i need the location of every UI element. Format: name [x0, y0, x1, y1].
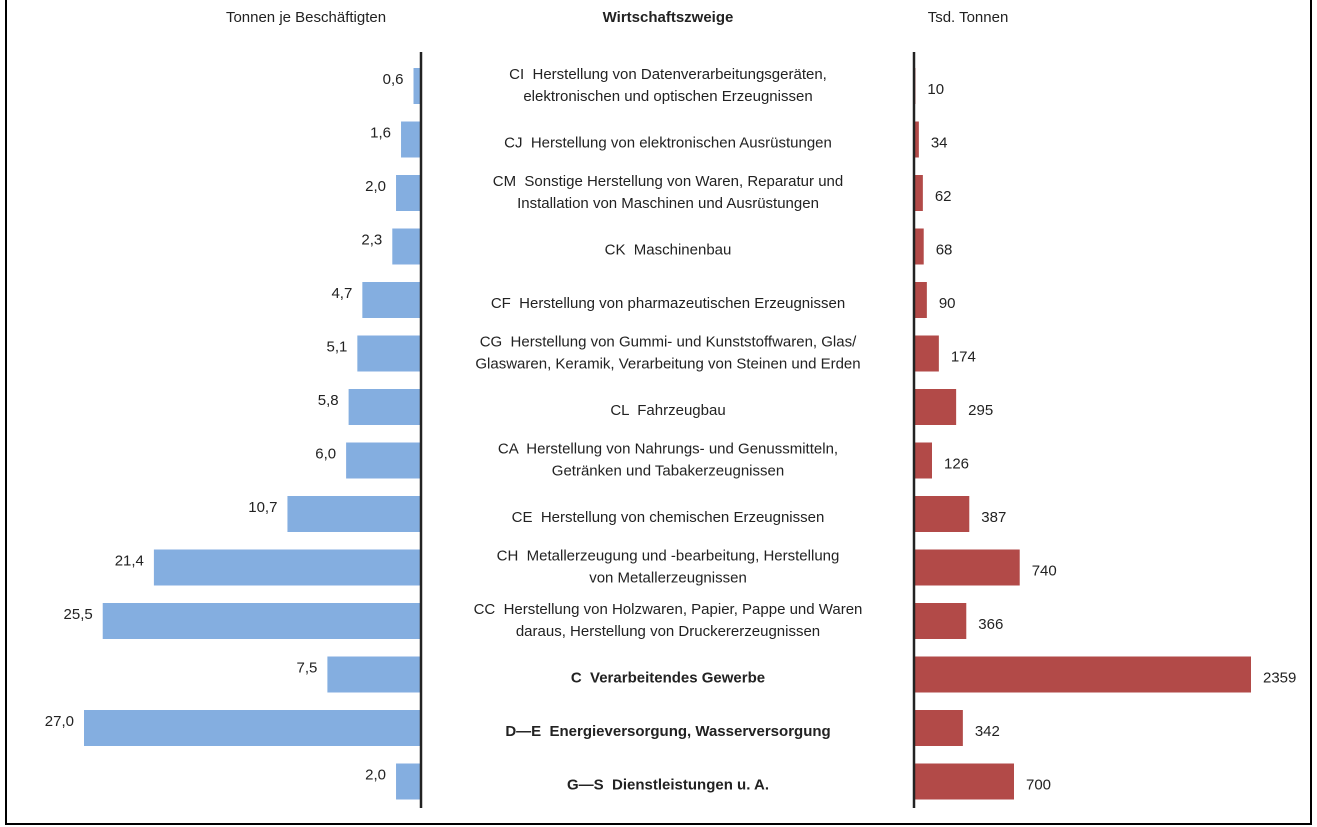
value-label: 342	[975, 723, 1000, 740]
bar	[914, 121, 919, 158]
bar	[396, 763, 421, 800]
category-label: Glaswaren, Keramik, Verarbeitung von Ste…	[475, 355, 860, 372]
right-header: Tsd. Tonnen	[928, 9, 1009, 26]
value-label: 295	[968, 402, 993, 419]
value-label: 25,5	[64, 606, 93, 623]
value-label: 68	[936, 241, 953, 258]
value-label: 740	[1032, 562, 1057, 579]
category-label: CM Sonstige Herstellung von Waren, Repar…	[493, 173, 843, 190]
bar	[914, 710, 963, 746]
bar	[357, 335, 421, 372]
value-label: 6,0	[315, 445, 336, 462]
value-label: 4,7	[331, 285, 352, 302]
bar	[914, 389, 957, 425]
category-label: CI Herstellung von Datenverarbeitungsger…	[509, 66, 827, 83]
bar	[914, 656, 1251, 693]
value-label: 21,4	[115, 552, 144, 569]
value-label: 0,6	[383, 71, 404, 88]
category-label: Getränken und Tabakerzeugnissen	[552, 462, 784, 479]
category-header: Wirtschaftszweige	[603, 9, 734, 26]
value-label: 174	[951, 348, 976, 365]
value-label: 126	[944, 455, 969, 472]
bar	[914, 228, 924, 265]
value-label: 700	[1026, 776, 1051, 793]
value-label: 2359	[1263, 669, 1296, 686]
category-label: CJ Herstellung von elektronischen Ausrüs…	[504, 134, 832, 151]
value-label: 1,6	[370, 124, 391, 141]
value-label: 90	[939, 295, 956, 312]
category-label: CK Maschinenbau	[605, 241, 732, 258]
bar	[914, 603, 967, 639]
value-label: 2,0	[365, 766, 386, 783]
category-label: CF Herstellung von pharmazeutischen Erze…	[491, 295, 845, 312]
left-header: Tonnen je Beschäftigten	[226, 9, 386, 26]
bar	[914, 549, 1020, 586]
bar	[346, 442, 421, 479]
category-label: G—S Dienstleistungen u. A.	[567, 776, 769, 793]
bar	[327, 656, 421, 693]
bar	[401, 121, 421, 158]
bar	[914, 496, 970, 532]
category-label: C Verarbeitendes Gewerbe	[571, 669, 765, 686]
bar	[914, 282, 927, 318]
category-label: CH Metallerzeugung und -bearbeitung, Her…	[497, 547, 840, 564]
value-label: 5,8	[318, 392, 339, 409]
bar	[287, 496, 421, 532]
value-label: 10	[927, 81, 944, 98]
bar	[914, 442, 932, 479]
value-label: 62	[935, 188, 952, 205]
value-label: 2,0	[365, 178, 386, 195]
bar	[392, 228, 421, 265]
category-label: von Metallerzeugnissen	[589, 569, 747, 586]
category-label: D—E Energieversorgung, Wasserversorgung	[505, 723, 830, 740]
value-label: 5,1	[326, 338, 347, 355]
value-label: 2,3	[361, 231, 382, 248]
bar	[84, 710, 421, 746]
bar	[362, 282, 421, 318]
value-label: 27,0	[45, 713, 74, 730]
bar	[914, 335, 939, 372]
category-label: Installation von Maschinen und Ausrüstun…	[517, 195, 819, 212]
bar	[396, 175, 421, 211]
category-label: CC Herstellung von Holzwaren, Papier, Pa…	[474, 601, 863, 618]
category-label: CL Fahrzeugbau	[610, 402, 725, 419]
category-label: daraus, Herstellung von Druckererzeugnis…	[516, 623, 820, 640]
category-label: CG Herstellung von Gummi- und Kunststoff…	[480, 333, 857, 350]
value-label: 10,7	[248, 499, 277, 516]
bar	[102, 603, 421, 639]
bar	[914, 175, 923, 211]
frame	[5, 0, 1312, 825]
bar	[348, 389, 421, 425]
value-label: 387	[981, 509, 1006, 526]
category-label: CA Herstellung von Nahrungs- und Genussm…	[498, 440, 838, 457]
bar	[413, 68, 421, 104]
value-label: 7,5	[297, 659, 318, 676]
category-label: elektronischen und optischen Erzeugnisse…	[523, 88, 812, 105]
category-label: CE Herstellung von chemischen Erzeugniss…	[512, 509, 825, 526]
value-label: 34	[931, 134, 948, 151]
bar	[153, 549, 421, 586]
bar	[914, 763, 1014, 800]
value-label: 366	[978, 616, 1003, 633]
